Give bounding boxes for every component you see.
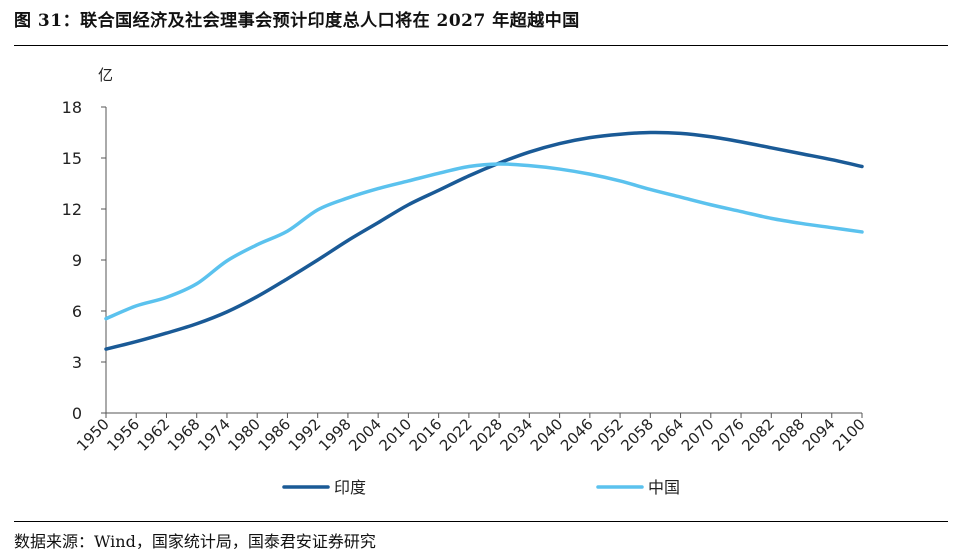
y-tick-label: 18 [62, 98, 82, 117]
legend: 印度 中国 [282, 478, 680, 497]
x-tick-label: 2016 [406, 415, 446, 455]
source-note: 数据来源：Wind，国家统计局，国泰君安证券研究 [14, 532, 376, 551]
x-tick-label: 2046 [557, 415, 597, 455]
legend-label: 印度 [334, 478, 366, 497]
x-tick-label: 1968 [164, 415, 204, 455]
bottom-rule [14, 521, 948, 522]
y-tick-label: 3 [72, 353, 82, 372]
series-lines [104, 130, 864, 351]
y-tick-label: 12 [62, 200, 82, 219]
chart-title: 图 31：联合国经济及社会理事会预计印度总人口将在 2027 年超越中国 [14, 11, 580, 31]
y-axis-unit-label: 亿 [98, 66, 113, 84]
x-tick-label: 2010 [375, 415, 415, 455]
x-tick-label: 1992 [285, 415, 325, 455]
x-tick-label: 2004 [345, 415, 385, 455]
top-rule [14, 45, 948, 46]
x-tick-label: 2058 [617, 415, 657, 455]
x-tick-label: 2094 [799, 415, 839, 455]
x-tick-label: 1998 [315, 415, 355, 455]
y-tick-label: 9 [72, 251, 82, 270]
x-tick-label: 2088 [769, 415, 809, 455]
x-tick-label: 1980 [224, 415, 264, 455]
x-tick-label: 2082 [738, 415, 778, 455]
x-tick-label: 2076 [708, 415, 748, 455]
x-tick-label: 2040 [527, 415, 567, 455]
x-tick-label: 1962 [134, 415, 174, 455]
axes: 0369121518195019561962196819741980198619… [62, 98, 869, 455]
line-chart: 亿 03691215181950195619621968197419801986… [62, 66, 869, 497]
x-tick-label: 2052 [587, 415, 627, 455]
x-tick-label: 2100 [829, 415, 869, 455]
legend-label: 中国 [648, 478, 680, 497]
series-line-china [104, 162, 864, 321]
x-tick-label: 1956 [103, 415, 143, 455]
x-tick-label: 2034 [496, 415, 536, 455]
series-line-india [104, 130, 864, 351]
x-tick-label: 2064 [648, 415, 688, 455]
y-tick-label: 15 [62, 149, 82, 168]
y-tick-label: 0 [72, 404, 82, 423]
x-tick-label: 2070 [678, 415, 718, 455]
x-tick-label: 2022 [436, 415, 476, 455]
y-tick-label: 6 [72, 302, 82, 321]
x-tick-label: 1986 [255, 415, 295, 455]
x-tick-label: 1974 [194, 415, 234, 455]
x-tick-label: 2028 [466, 415, 506, 455]
